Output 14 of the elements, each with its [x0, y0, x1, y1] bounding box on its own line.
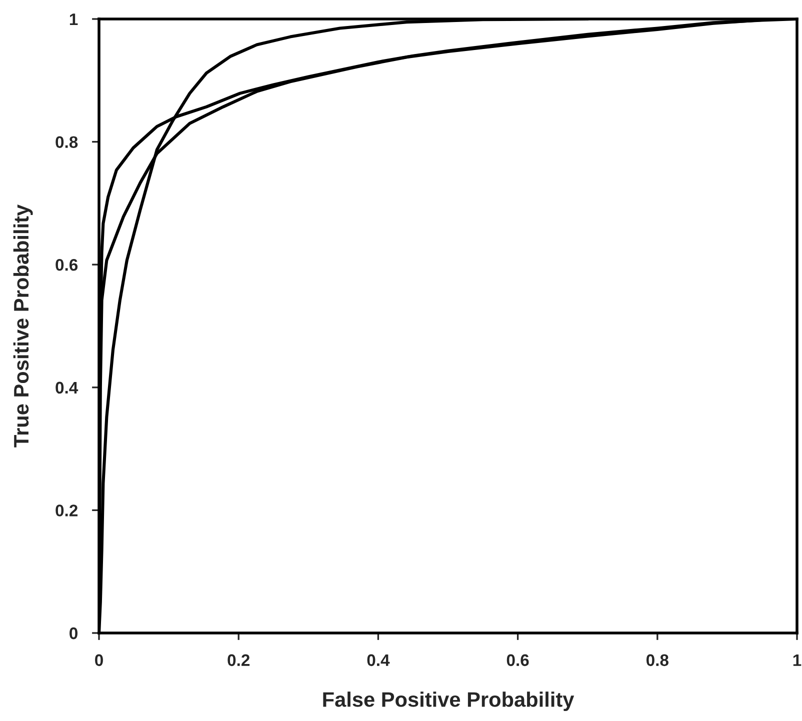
y-tick-label: 0.8 — [56, 136, 78, 148]
x-tick-label: 0 — [95, 654, 103, 666]
x-tick-label: 1 — [793, 654, 802, 666]
y-tick-label: 0.6 — [56, 259, 78, 271]
y-axis-title: True Positive Probability — [13, 204, 33, 448]
x-tick-label: 0.4 — [367, 654, 390, 666]
x-tick-label: 0.8 — [646, 654, 668, 666]
y-tick-label: 0.2 — [56, 504, 78, 516]
y-tick-label: 0 — [70, 627, 78, 640]
x-tick-label: 0.6 — [506, 654, 529, 666]
x-axis-title: False Positive Probability — [323, 692, 574, 712]
x-tick-label: 0.2 — [228, 654, 250, 666]
y-tick-label: 0.4 — [56, 382, 78, 394]
y-tick-label: 1 — [70, 14, 78, 26]
